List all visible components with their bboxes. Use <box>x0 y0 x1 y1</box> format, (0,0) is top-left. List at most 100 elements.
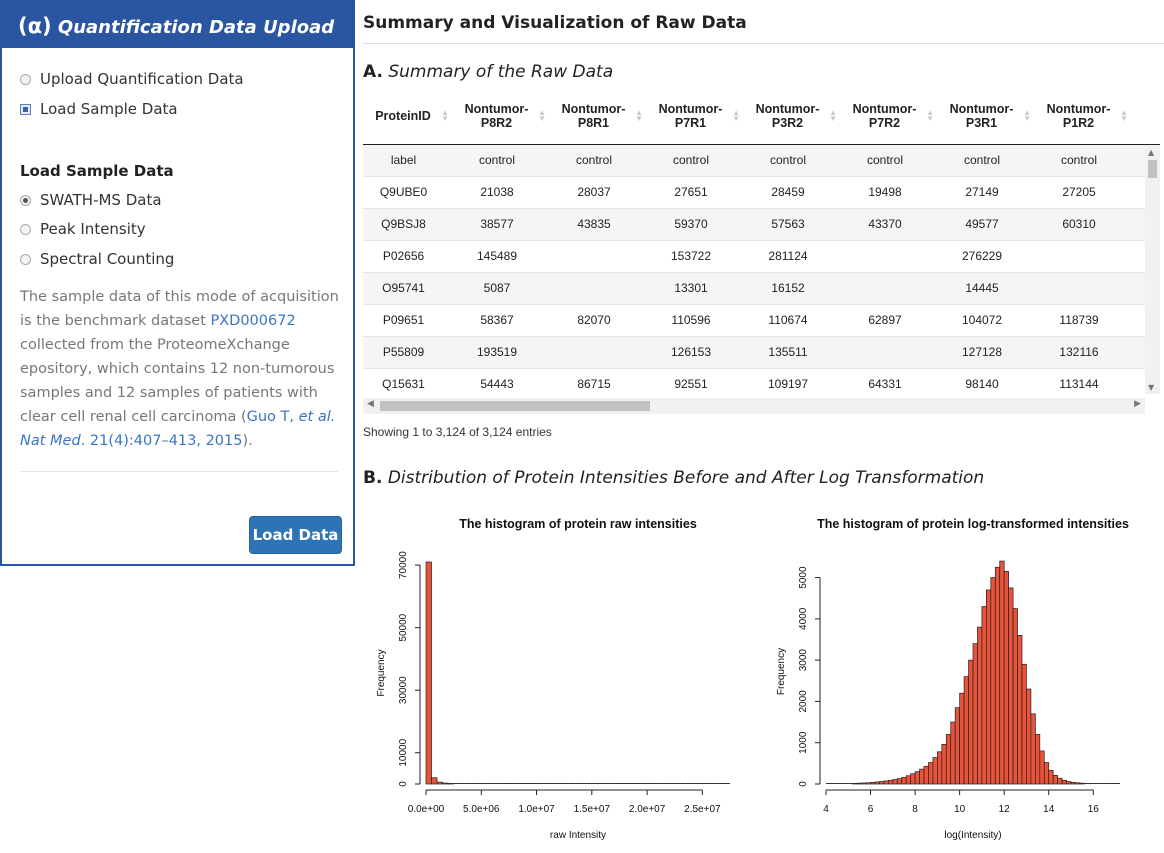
protein-id-cell: P02656 <box>363 239 453 272</box>
table-row[interactable]: P55809 193519 126153 135511 127128 132116 <box>363 335 1160 368</box>
load-sample-heading: Load Sample Data <box>20 162 174 180</box>
histogram-bar <box>874 781 880 785</box>
histogram-bar <box>923 765 929 785</box>
table-row[interactable]: P026561454891537222811242762291 <box>363 239 1160 272</box>
option-peak-intensity[interactable]: Peak Intensity <box>20 220 146 238</box>
sort-icon[interactable]: ▲ ▼ <box>441 108 449 123</box>
x-tick-label: 5.0e+06 <box>463 804 500 815</box>
vertical-scroll-thumb[interactable] <box>1148 160 1157 178</box>
sort-icon[interactable]: ▲ ▼ <box>1120 108 1128 123</box>
protein-id-cell: Q9BSJ8 <box>363 207 453 240</box>
citation-link-volume[interactable]: . 21(4):407–413, 2015 <box>80 433 243 449</box>
scroll-up-icon[interactable]: ▲ <box>1148 148 1155 157</box>
swath-radio-icon[interactable] <box>20 194 31 206</box>
intensity-cell: control <box>453 143 550 176</box>
table-row[interactable]: O9574150871330116152144456 <box>363 271 1160 304</box>
histogram-bar <box>981 606 987 785</box>
histogram-bar <box>1012 608 1018 785</box>
table-row[interactable]: Q9BSJ8 38577 43835 59370 57563 43370 49577 6031… <box>363 207 1160 240</box>
sort-icon[interactable]: ▲ ▼ <box>732 108 740 123</box>
option-spectral-counting[interactable]: Spectral Counting <box>20 250 174 268</box>
column-header[interactable]: Nontumor- P8R2 ▲ ▼ <box>453 88 550 145</box>
citation-link-author[interactable]: Guo T, <box>246 409 299 425</box>
desc-text-1: The sample data of this mode of acquisit… <box>20 289 339 329</box>
x-tick-label: 4 <box>823 804 829 815</box>
histogram-bar <box>1048 770 1054 785</box>
pxd-link[interactable]: PXD000672 <box>210 313 296 329</box>
column-header[interactable]: ProteinID ▲ ▼ <box>363 88 453 145</box>
y-tick-label: 5000 <box>798 566 809 589</box>
column-header[interactable]: Nontumor- P1R2 ▲ ▼ <box>1035 88 1132 145</box>
scroll-left-icon[interactable]: ◀ <box>367 399 374 409</box>
peak-radio-icon[interactable] <box>20 223 31 235</box>
column-header[interactable]: Nontumor- P3R1 ▲ ▼ <box>938 88 1035 145</box>
table-vertical-scrollbar[interactable]: ▲ ▼ <box>1145 146 1160 394</box>
load-data-button[interactable]: Load Data <box>249 516 342 554</box>
column-header-line: Nontumor- <box>464 101 529 116</box>
intensity-cell: 60310 <box>1035 207 1132 240</box>
intensity-cell: 54443 <box>453 367 550 400</box>
histogram-bar <box>1039 750 1045 785</box>
x-tick-label: 12 <box>999 804 1011 815</box>
histogram-bar <box>932 757 938 785</box>
column-header[interactable]: Nontumor- P3R2 ▲ ▼ <box>744 88 841 145</box>
option-upload-quantification[interactable]: Upload Quantification Data <box>20 70 244 88</box>
scroll-down-icon[interactable]: ▼ <box>1148 383 1155 392</box>
option-swath-ms[interactable]: SWATH-MS Data <box>20 191 162 209</box>
scroll-right-icon[interactable]: ▶ <box>1134 399 1141 409</box>
option-load-sample-label: Load Sample Data <box>40 100 178 118</box>
intensity-cell: 135511 <box>744 335 841 368</box>
intensity-cell: 64331 <box>841 367 938 400</box>
histogram-bar <box>990 577 996 785</box>
table-row[interactable]: label control control control control control… <box>363 143 1160 176</box>
column-header[interactable]: NoP2▲▼ <box>1132 88 1160 145</box>
histogram-bar <box>1021 663 1027 785</box>
intensity-cell: 82070 <box>550 303 647 336</box>
intensity-cell: 281124 <box>744 239 841 272</box>
chart-title: The histogram of protein raw intensities <box>459 517 697 531</box>
horizontal-scroll-thumb[interactable] <box>380 401 650 411</box>
section-a-heading: A. Summary of the Raw Data <box>363 62 613 82</box>
intensity-cell: 13301 <box>647 271 744 304</box>
histogram-bar <box>910 773 916 785</box>
column-header[interactable]: Nontumor- P7R1 ▲ ▼ <box>647 88 744 145</box>
y-axis-label: Frequency <box>376 649 387 696</box>
table-row[interactable]: Q15631 54443 86715 92551 109197 64331 98140 113… <box>363 367 1160 400</box>
x-tick-label: 8 <box>912 804 918 815</box>
intensity-cell: 59370 <box>647 207 744 240</box>
spectral-radio-icon[interactable] <box>20 253 31 265</box>
table-horizontal-scrollbar[interactable]: ◀ ▶ <box>363 398 1145 414</box>
option-spectral-label: Spectral Counting <box>40 250 175 268</box>
column-header-label: Nontumor- P7R2 <box>853 102 917 130</box>
option-load-sample[interactable]: Load Sample Data <box>20 100 178 118</box>
column-header[interactable]: Nontumor- P8R1 ▲ ▼ <box>550 88 647 145</box>
histogram-bar <box>959 692 965 785</box>
intensity-cell: 28459 <box>744 175 841 208</box>
histogram-bar <box>1008 587 1014 785</box>
x-axis-label: raw Intensity <box>550 830 606 841</box>
option-peak-label: Peak Intensity <box>40 220 146 238</box>
sort-icon[interactable]: ▲ ▼ <box>635 108 643 123</box>
histogram-bar <box>425 561 432 785</box>
histogram-bar <box>1066 781 1072 785</box>
column-header-label: Nontumor- P7R1 <box>659 102 723 130</box>
load-sample-selected-icon[interactable] <box>20 103 31 115</box>
column-header[interactable]: Nontumor- P7R2 ▲ ▼ <box>841 88 938 145</box>
raw-data-table-container: ProteinID ▲ ▼ Nontumor- P8R2 ▲ ▼ Nontumor- P8R1 ▲… <box>363 88 1160 416</box>
section-a-title: Summary of the Raw Data <box>388 62 614 82</box>
column-header-label: ProteinID <box>375 109 431 123</box>
intensity-cell: control <box>841 143 938 176</box>
histogram-bar <box>1035 734 1041 785</box>
table-row[interactable]: P09651 58367 82070 110596 110674 62897 104072 1… <box>363 303 1160 336</box>
table-entries-info: Showing 1 to 3,124 of 3,124 entries <box>363 425 552 439</box>
sort-icon[interactable]: ▲ ▼ <box>926 108 934 123</box>
table-row[interactable]: Q9UBE0 21038 28037 27651 28459 19498 27149 2720… <box>363 175 1160 208</box>
intensity-cell: 58367 <box>453 303 550 336</box>
y-tick-label: 0 <box>398 781 409 787</box>
intensity-cell: 19498 <box>841 175 938 208</box>
citation-link-journal[interactable]: et al. Nat Med <box>20 409 336 449</box>
sort-icon[interactable]: ▲ ▼ <box>829 108 837 123</box>
sort-icon[interactable]: ▲ ▼ <box>1023 108 1031 123</box>
sort-icon[interactable]: ▲ ▼ <box>538 108 546 123</box>
upload-radio-icon[interactable] <box>20 73 31 85</box>
